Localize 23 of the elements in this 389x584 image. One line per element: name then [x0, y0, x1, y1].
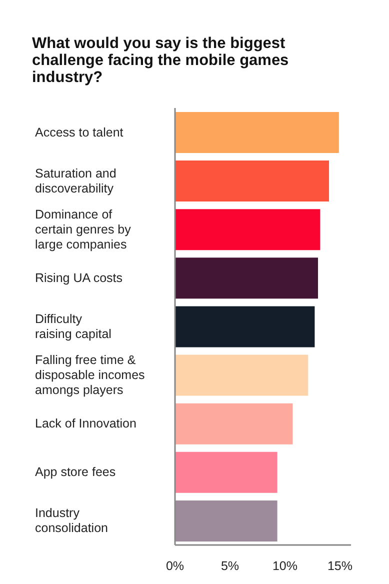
bar — [175, 209, 320, 250]
x-tick-label: 15% — [327, 558, 353, 573]
bar — [175, 354, 308, 396]
bar — [175, 452, 278, 493]
bar — [175, 112, 339, 153]
bar — [175, 500, 278, 542]
y-tick-label: Falling free time & disposable incomes amongs players — [35, 353, 145, 398]
y-tick-label: Access to talent — [35, 125, 124, 140]
bar — [175, 403, 293, 444]
y-tick-label: Rising UA costs — [35, 270, 123, 285]
y-tick-label: Saturation and discoverability — [35, 166, 116, 196]
bar — [175, 306, 315, 348]
y-tick-label: App store fees — [35, 465, 116, 480]
y-tick-label: Difficulty raising capital — [35, 312, 112, 341]
y-tick-label: Lack of Innovation — [35, 416, 137, 431]
chart-title: What would you say is the biggest challenge facing the mobile games industry? — [31, 34, 290, 88]
y-tick-label: Industry consolidation — [35, 506, 108, 536]
x-tick-label: 0% — [166, 558, 184, 573]
bar — [175, 258, 318, 299]
x-tick-label: 5% — [220, 558, 240, 573]
x-tick-label: 10% — [272, 558, 298, 573]
bar — [175, 160, 329, 202]
y-tick-label: Dominance of certain genres by large companies — [35, 207, 132, 252]
